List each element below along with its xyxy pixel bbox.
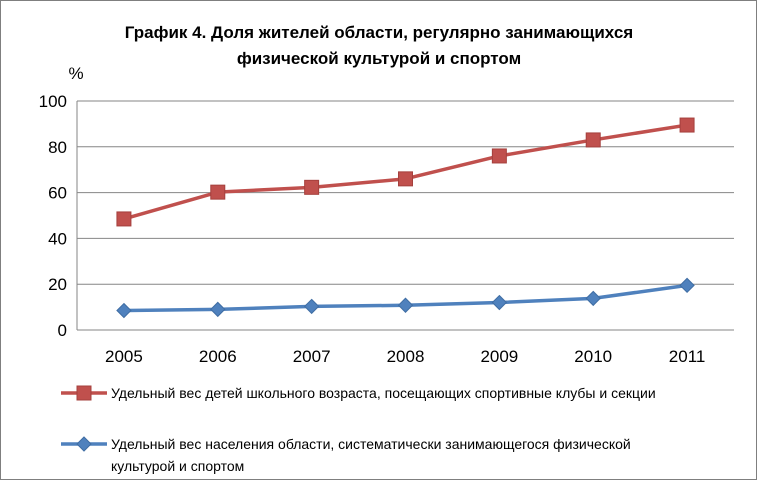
y-tick-label: 40 bbox=[48, 229, 67, 248]
y-tick-label: 20 bbox=[48, 275, 67, 294]
y-tick-label: 80 bbox=[48, 138, 67, 157]
y-tick-label: 60 bbox=[48, 184, 67, 203]
x-tick-label: 2011 bbox=[669, 347, 706, 366]
legend-marker bbox=[76, 385, 92, 401]
y-tick-label: 100 bbox=[39, 92, 67, 111]
gridlines bbox=[77, 100, 734, 285]
data-point bbox=[116, 302, 132, 319]
data-point bbox=[585, 132, 601, 148]
x-tick-label: 2009 bbox=[480, 347, 518, 366]
series bbox=[116, 117, 695, 319]
legend-marker bbox=[76, 436, 92, 452]
x-tick-label: 2007 bbox=[293, 347, 331, 366]
legend-entry-1: Удельный вес детей школьного возраста, п… bbox=[61, 385, 656, 401]
legend-label: Удельный вес детей школьного возраста, п… bbox=[111, 385, 656, 401]
x-tick-label: 2010 bbox=[574, 347, 612, 366]
data-point bbox=[491, 294, 508, 311]
series-2 bbox=[116, 277, 695, 319]
chart-title: График 4. Доля жителей области, регулярн… bbox=[125, 23, 633, 68]
data-point bbox=[397, 297, 414, 313]
chart-title-line-2: физической культурой и спортом bbox=[237, 49, 521, 68]
data-point bbox=[491, 148, 507, 164]
legend: Удельный вес детей школьного возраста, п… bbox=[61, 385, 656, 474]
series-1 bbox=[116, 117, 695, 227]
data-point bbox=[679, 277, 695, 294]
chart-title-line-1: График 4. Доля жителей области, регулярн… bbox=[125, 23, 633, 42]
data-point bbox=[585, 290, 601, 307]
data-point bbox=[210, 184, 226, 200]
data-point bbox=[679, 117, 695, 133]
x-tick-label: 2008 bbox=[387, 347, 425, 366]
data-point bbox=[304, 179, 320, 195]
x-tick-label: 2005 bbox=[105, 347, 143, 366]
data-point bbox=[210, 301, 226, 318]
axes: 0 20 40 60 80 100 2005 2006 2007 2008 2009 2010 2011 bbox=[39, 92, 734, 366]
data-point bbox=[303, 298, 320, 315]
legend-label: Удельный вес населения области, системат… bbox=[111, 436, 631, 452]
y-axis-unit-label: % bbox=[68, 64, 83, 83]
legend-label: культурой и спортом bbox=[111, 458, 244, 474]
y-tick-label: 0 bbox=[58, 321, 67, 340]
legend-entry-2: Удельный вес населения области, системат… bbox=[61, 436, 631, 474]
x-tick-label: 2006 bbox=[199, 347, 237, 366]
data-point bbox=[116, 211, 132, 227]
data-point bbox=[398, 171, 413, 187]
